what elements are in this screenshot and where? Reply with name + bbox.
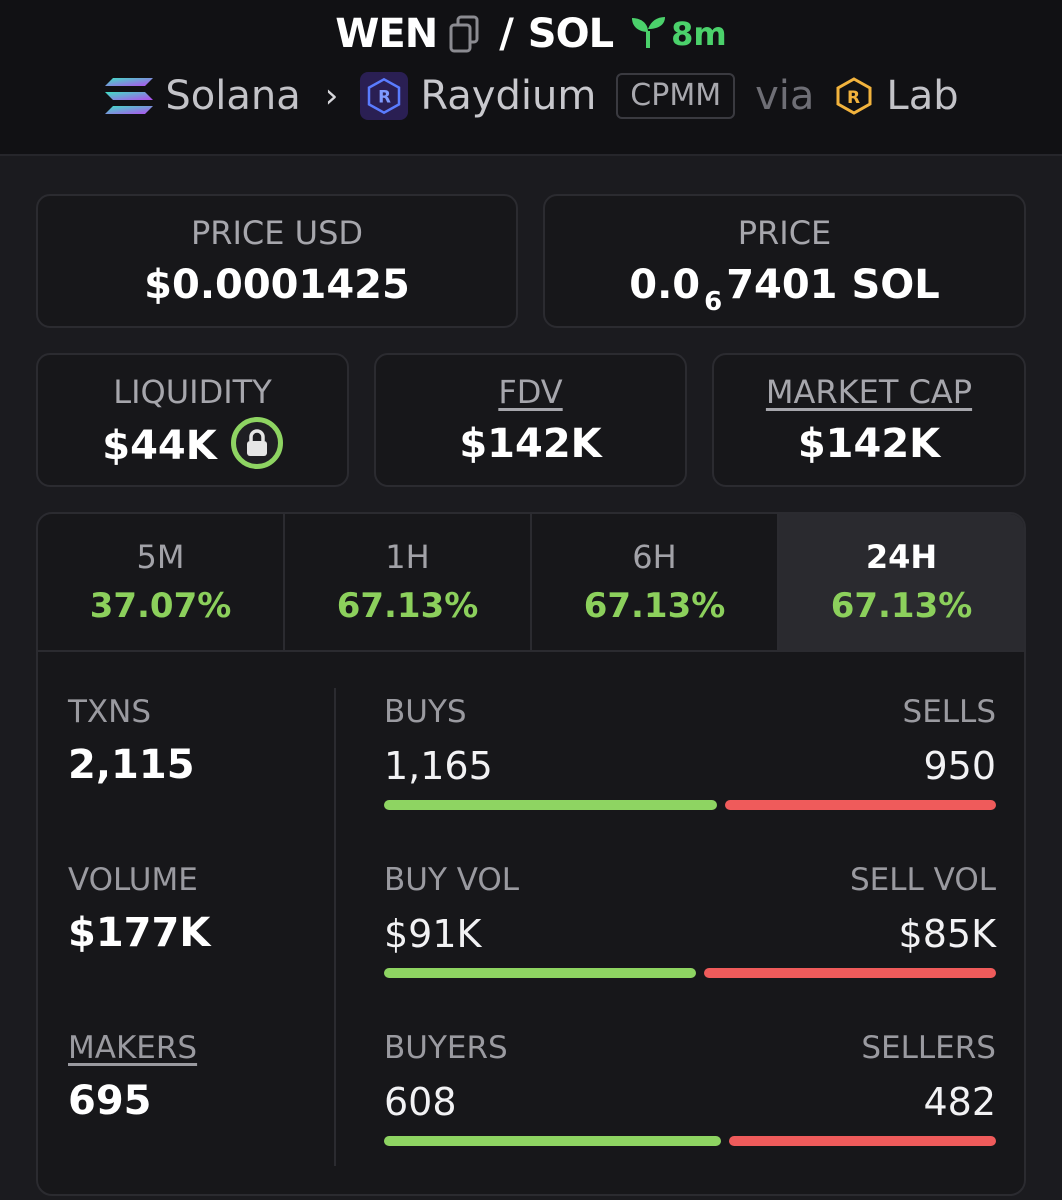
sellers-bar (729, 1136, 996, 1146)
pair-separator: / (499, 11, 514, 57)
breadcrumb-dex[interactable]: Raydium (420, 73, 597, 119)
buyers-value: 608 (384, 1080, 457, 1124)
txns-metric: TXNS 2,115 (68, 694, 195, 788)
copy-icon[interactable] (447, 14, 481, 54)
buys-value: 1,165 (384, 744, 493, 788)
sellers-value: 482 (923, 1080, 996, 1124)
tab-1h[interactable]: 1H 67.13% (285, 514, 532, 650)
fdv-label[interactable]: FDV (498, 373, 563, 411)
liquidity-card: LIQUIDITY $44K (36, 353, 349, 487)
liquidity-value-row: $44K (38, 417, 347, 469)
raydium-lab-icon: R (834, 76, 874, 116)
market-cap-label[interactable]: MARKET CAP (765, 373, 973, 411)
tab-change: 37.07% (89, 586, 232, 626)
txns-value: 2,115 (68, 742, 195, 788)
buy-vol-label: BUY VOL (384, 862, 520, 898)
sells-bar (725, 800, 996, 810)
svg-text:R: R (379, 88, 392, 107)
volume-metric: VOLUME $177K (68, 862, 210, 956)
sells-label: SELLS (902, 694, 996, 730)
breadcrumb: Solana › R Raydium CPMM via R Lab (0, 68, 1062, 124)
period-stats-panel: 5M 37.07% 1H 67.13% 6H 67.13% 24H 67.13%… (36, 512, 1026, 1196)
makers-split: BUYERS SELLERS 608 482 (384, 1030, 996, 1150)
buys-bar (384, 800, 717, 810)
tab-label: 6H (632, 538, 677, 576)
volume-label: VOLUME (68, 862, 198, 898)
via-label: via (755, 73, 815, 119)
pair-age: 8m (629, 15, 727, 53)
buyers-label: BUYERS (384, 1030, 508, 1066)
tab-change: 67.13% (583, 586, 726, 626)
makers-value: 695 (68, 1078, 152, 1124)
seedling-icon (629, 15, 667, 53)
pair-header: WEN / SOL 8m Solana › R Raydium CPMM (0, 0, 1062, 156)
liquidity-label: LIQUIDITY (113, 373, 272, 411)
price-native-prefix: 0.0 (629, 262, 701, 308)
column-divider (334, 688, 336, 1166)
price-native-zero-count: 6 (704, 287, 723, 317)
tab-change: 67.13% (830, 586, 973, 626)
volume-split: BUY VOL SELL VOL $91K $85K (384, 862, 996, 982)
tab-change: 67.13% (336, 586, 479, 626)
market-cap-value: $142K (797, 421, 941, 467)
sellers-label: SELLERS (861, 1030, 996, 1066)
sells-value: 950 (923, 744, 996, 788)
solana-icon (103, 76, 155, 116)
fdv-value: $142K (459, 421, 602, 467)
buys-label: BUYS (384, 694, 467, 730)
quote-token: SOL (527, 11, 614, 57)
tab-label: 1H (385, 538, 430, 576)
buy-vol-bar (384, 968, 696, 978)
base-token: WEN (335, 11, 438, 57)
makers-label[interactable]: MAKERS (68, 1030, 198, 1066)
breadcrumb-launchpad[interactable]: Lab (886, 73, 959, 119)
tab-24h[interactable]: 24H 67.13% (779, 514, 1024, 650)
sell-vol-bar (704, 968, 996, 978)
price-native-label: PRICE (737, 214, 832, 252)
svg-text:R: R (847, 88, 860, 108)
price-usd-label: PRICE USD (190, 214, 364, 252)
txns-label: TXNS (68, 694, 152, 730)
pool-type-badge: CPMM (616, 73, 736, 119)
period-tabs: 5M 37.07% 1H 67.13% 6H 67.13% 24H 67.13% (38, 514, 1024, 652)
pair-title: WEN / SOL 8m (0, 6, 1062, 62)
tab-label: 5M (136, 538, 185, 576)
age-label: 8m (671, 15, 727, 53)
raydium-icon: R (360, 72, 409, 120)
tab-label: 24H (865, 538, 938, 576)
fdv-card: FDV $142K (374, 353, 687, 487)
price-native-digits: 7401 SOL (726, 262, 940, 308)
sell-vol-label: SELL VOL (850, 862, 996, 898)
chevron-right-icon: › (324, 76, 339, 116)
liquidity-value: $44K (102, 423, 217, 469)
price-usd-value: $0.0001425 (144, 262, 410, 308)
sell-vol-value: $85K (898, 912, 996, 956)
price-usd-card: PRICE USD $0.0001425 (36, 194, 518, 328)
tab-6h[interactable]: 6H 67.13% (532, 514, 779, 650)
market-cap-card: MARKET CAP $142K (712, 353, 1026, 487)
tab-5m[interactable]: 5M 37.07% (38, 514, 285, 650)
lock-icon[interactable] (230, 417, 283, 469)
makers-metric: MAKERS 695 (68, 1030, 197, 1124)
price-native-card: PRICE 0.0 6 7401 SOL (543, 194, 1026, 328)
price-native-value: 0.0 6 7401 SOL (545, 262, 1024, 317)
buy-vol-value: $91K (384, 912, 482, 956)
breadcrumb-chain[interactable]: Solana (165, 73, 301, 119)
txns-split: BUYS SELLS 1,165 950 (384, 694, 996, 814)
volume-value: $177K (68, 910, 211, 956)
buyers-bar (384, 1136, 721, 1146)
